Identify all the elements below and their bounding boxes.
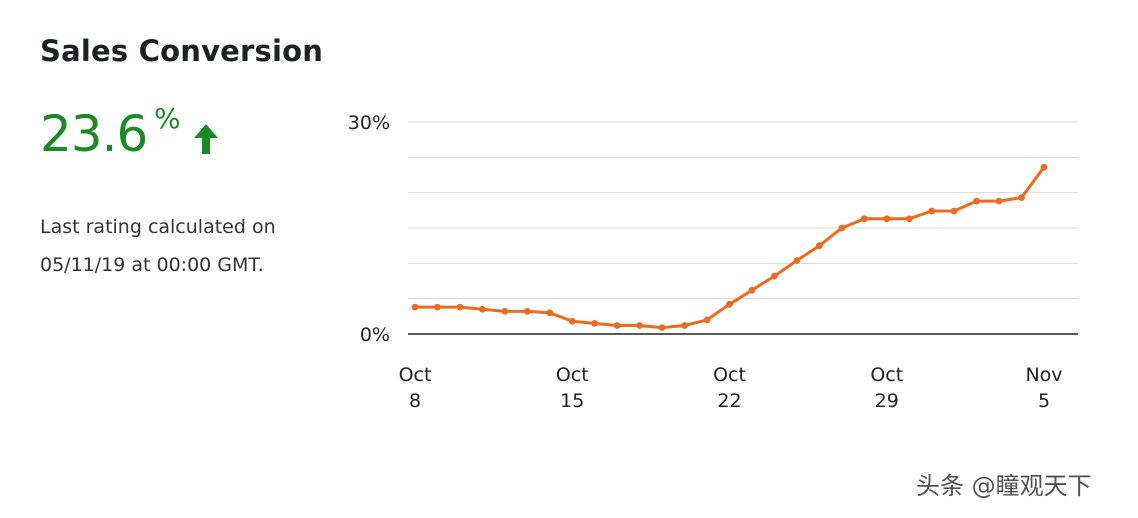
arrow-up-icon [194,124,218,154]
data-point [411,303,419,311]
data-point [613,322,621,329]
card-title: Sales Conversion [40,34,324,68]
x-tick-label-month: Oct [556,364,589,386]
data-point [501,307,509,315]
data-point [478,305,486,313]
x-tick-label-day: 15 [560,390,584,412]
data-point [546,309,554,317]
data-point [726,300,733,308]
sales-conversion-chart: 0% 30% Oct 8 Oct 15 Oct 22 Oct 29 Nov 5 [348,112,1078,412]
data-point [883,215,891,223]
x-tick-label-month: Nov [1025,364,1062,386]
data-point [703,316,711,324]
data-point [1040,163,1048,171]
data-point [815,242,823,250]
x-tick-label-month: Oct [399,364,432,386]
data-point [905,215,913,223]
data-point [434,303,441,311]
data-point [681,322,688,329]
data-point [658,324,666,332]
data-point [771,272,778,280]
data-point [748,286,756,294]
x-tick-label-month: Oct [713,364,746,386]
data-point [838,224,846,232]
data-point [1018,194,1025,202]
y-tick-label: 30% [348,112,390,134]
data-point [568,317,576,325]
metric-unit: % [154,102,181,135]
y-tick-label: 0% [360,324,390,346]
metric-block: 23.6 % [40,102,218,164]
x-tick-label-month: Oct [870,364,903,386]
metric-value: 23.6 [40,105,148,163]
data-point [928,207,936,215]
watermark: 头条 @瞳观天下 [916,472,1092,500]
data-point [995,197,1003,205]
x-tick-label-day: 29 [875,390,899,412]
x-tick-label-day: 5 [1038,390,1050,412]
data-point [950,207,958,215]
data-point [636,322,644,329]
data-point [456,303,464,311]
data-point [523,307,531,315]
x-tick-label-day: 22 [717,390,741,412]
data-point [591,320,599,327]
last-rating-note: Last rating calculated on 05/11/19 at 00… [40,216,276,276]
data-point [973,197,981,205]
x-tick-label-day: 8 [409,390,421,412]
data-point [860,215,868,223]
data-point [793,257,801,264]
